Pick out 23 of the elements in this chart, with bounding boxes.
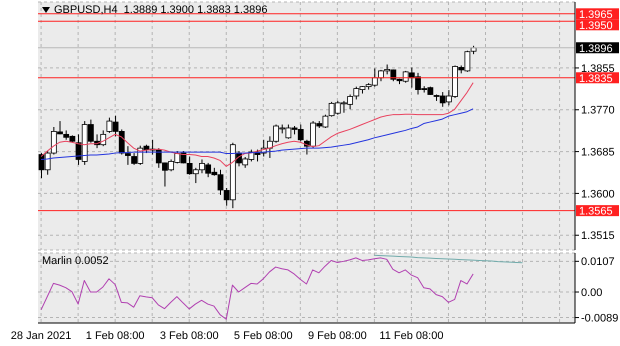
ref-line-label: 1.3835 [579,72,613,85]
ref-line-label: 1.3965 [579,8,613,21]
y-tick-label: 0.00 [581,286,602,299]
x-tick-label: 28 Jan 2021 [10,330,72,342]
x-tick-label: 1 Feb 08:00 [86,330,145,342]
x-tick-label: 9 Feb 08:00 [308,330,367,342]
y-tick-label: 1.3855 [581,62,615,75]
x-tick-label: 11 Feb 08:00 [379,330,444,342]
y-tick-label: 1.3770 [581,104,615,117]
chart-title: Marlin 0.0052 [42,255,109,267]
chart-title: GBPUSD,H4 1.3889 1.3900 1.3883 1.3896 [54,4,268,16]
line-series [374,254,524,264]
ref-line-label: 1.3896 [579,42,613,55]
ref-line-label: 1.3565 [579,206,613,218]
y-tick-label: 0.0107 [581,256,615,268]
ref-line-label: 1.3950 [579,20,613,32]
y-tick-label: 1.3515 [581,230,615,242]
x-tick-label: 5 Feb 08:00 [234,330,293,342]
y-tick-label: -0.0089 [581,312,618,324]
y-tick-label: 1.3685 [581,146,615,158]
x-tick-label: 3 Feb 08:00 [160,330,219,342]
y-tick-label: 1.3600 [581,188,615,200]
line-series [40,257,474,320]
